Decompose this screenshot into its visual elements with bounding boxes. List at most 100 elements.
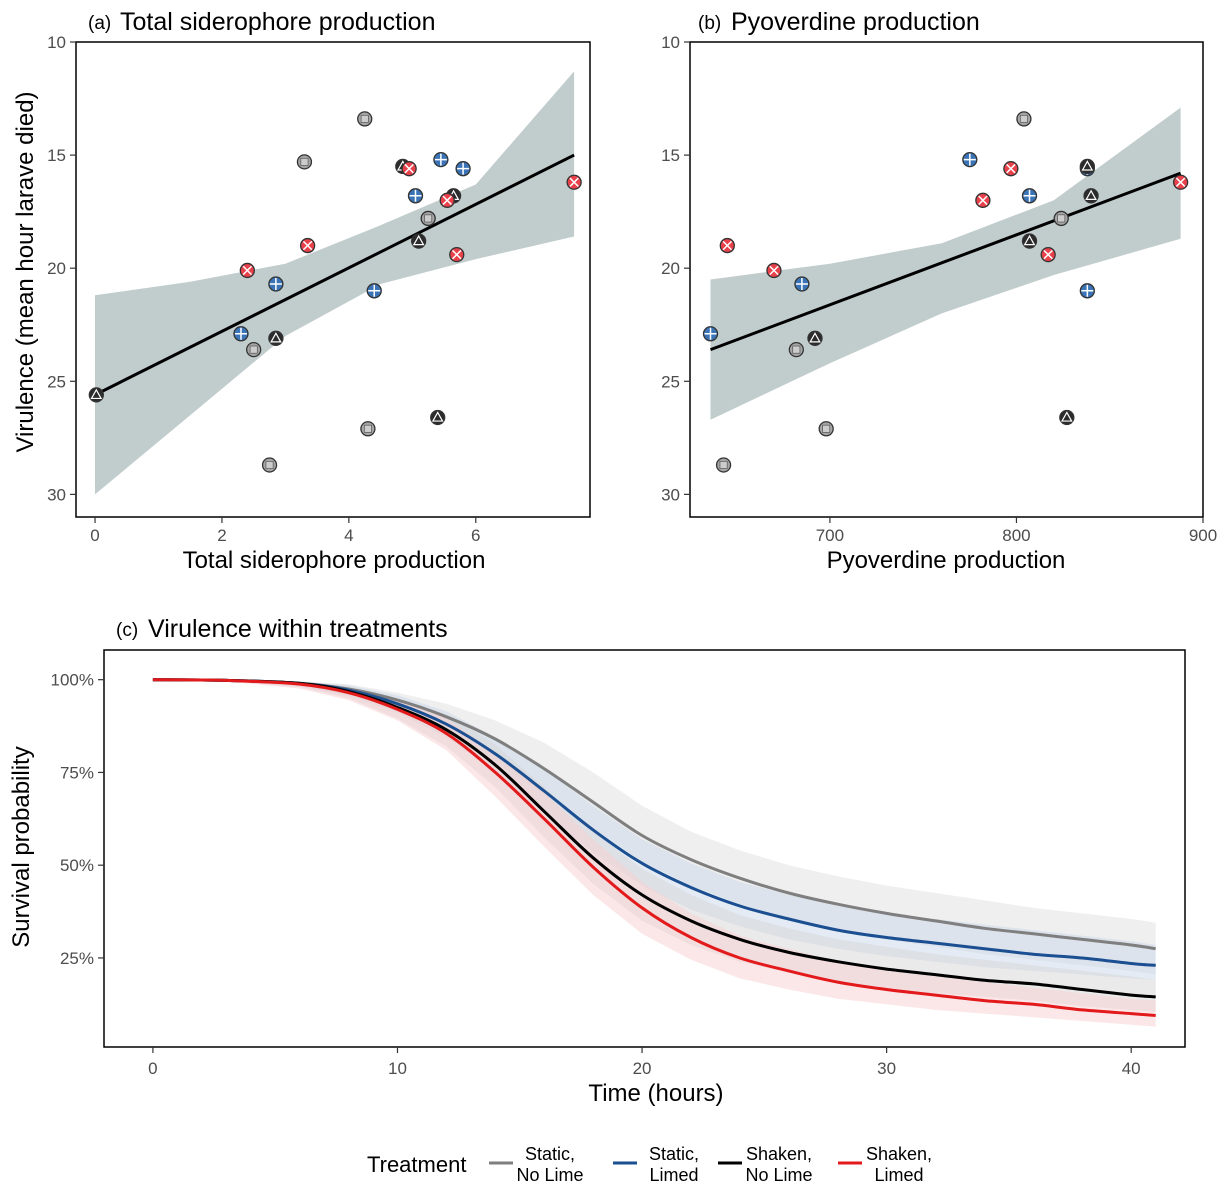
panel-c-x-tick-label: 30 [877,1059,896,1078]
panel-b-point-g0-4-square-glyph [1057,214,1066,223]
panel-b-confidence-band [710,107,1181,420]
panel-b-point-g3-0 [719,237,735,254]
panel-c-plot-area: 0 10 20 30 40 25% 50% 75% 100% [51,649,1186,1078]
panel-a-fit-line [94,153,575,397]
panel-b-point-g3-2-x-glyph [978,195,988,206]
panel-a-point-g1-0 [233,326,249,342]
panel-b-x-tick-label: 800 [1002,526,1030,545]
panel-a-point-g0-3 [360,421,376,437]
panel-a: (a) Total siderophore production Total s… [12,8,591,574]
panel-c-title: Virulence within treatments [148,615,448,643]
panel-a-point-g1-1 [268,276,284,292]
panel-c-y-tick-label: 75% [60,763,94,782]
panel-c-y-tick-label: 50% [60,856,94,875]
panel-b-point-g1-1-plus-glyph [795,278,808,291]
panel-a-point-g0-2-square-glyph [360,114,369,123]
panel-b-point-g2-0 [807,330,823,346]
panel-b-point-g1-3 [1021,188,1038,204]
panel-b-point-g2-3 [1079,158,1095,175]
panel-b-point-g0-2-square-glyph [822,424,831,433]
panel-a-point-g3-0 [239,262,255,279]
panel-c-x-tick-label: 40 [1122,1059,1141,1078]
panel-c-series-line-1 [152,678,1156,967]
panel-a-y-axis-label: Virulence (mean hour larave died) [12,91,39,452]
panel-c-frame [103,649,1186,1048]
panel-b-point-g2-1-triangle-glyph [1023,234,1036,246]
panel-a-point-g3-5 [566,174,582,190]
panel-a-point-g3-3 [439,192,455,208]
panel-b-point-g2-3-triangle-glyph [1081,160,1094,171]
panel-b-point-g1-1 [794,276,810,292]
panel-a-x-tick-label: 6 [471,526,480,545]
panel-a-point-g3-4-x-glyph [452,249,462,260]
panel-b-point-g3-3-x-glyph [1006,163,1016,174]
panel-b-point-g1-2 [962,151,978,168]
panel-a-point-g1-4 [433,151,449,168]
legend-label-3-line2: Limed [874,1165,923,1184]
panel-b-point-g1-3-plus-glyph [1023,189,1036,202]
panel-a-tag: (a) [88,13,111,34]
panel-a-plot-area: 0 2 4 6 10 15 20 25 30 [47,33,591,545]
panel-a-point-g1-2-plus-glyph [368,284,381,297]
panel-a-x-tick-label: 0 [90,526,99,545]
legend-label-1-line2: Limed [649,1165,698,1184]
panel-c-x-tick-label: 20 [633,1059,652,1078]
panel-a-point-g1-4-plus-glyph [434,153,447,166]
panel-b-point-g3-0-x-glyph [722,240,733,251]
panel-b-y-tick-label: 10 [661,33,680,52]
panel-c-band-0 [152,679,1156,975]
panel-b-point-g3-4-x-glyph [1043,249,1053,260]
panel-b-point-g2-1 [1021,233,1038,249]
panel-c-y-axis-label: Survival probability [8,746,35,947]
panel-b-point-g2-2-triangle-glyph [1060,411,1073,422]
panel-a-x-axis-label: Total siderophore production [183,547,486,574]
panel-c-x-axis-label: Time (hours) [588,1080,723,1107]
panel-b-point-g1-2-plus-glyph [963,153,976,166]
panel-c-tag: (c) [116,620,138,641]
panel-a-point-g1-5-plus-glyph [457,162,470,175]
panel-a-point-g3-5-x-glyph [569,177,579,187]
panel-a-y-tick-label: 10 [47,33,66,52]
panel-a-point-g2-0-triangle-glyph [90,388,103,400]
panel-a-point-g1-1-plus-glyph [269,278,282,291]
panel-a-frame [75,41,591,518]
panel-b-point-g0-1 [788,341,804,358]
legend-title: Treatment [367,1152,466,1177]
panel-a-point-g0-5-square-glyph [424,214,433,223]
panel-b-x-tick-label: 900 [1189,526,1217,545]
panel-a-y-tick-label: 15 [47,146,66,165]
legend-label-2-line1: Shaken, [746,1144,812,1164]
panel-c-y-tick-label: 100% [51,671,94,690]
panel-b-point-g3-3 [1003,161,1019,177]
panel-a-point-g2-0 [88,387,104,403]
panel-a-point-g1-5 [455,161,471,177]
panel-b: (b) Pyoverdine production Pyoverdine pro… [661,8,1217,574]
panel-a-point-g3-2 [401,161,417,177]
panel-a-point-g0-3-square-glyph [363,424,372,433]
panel-a-y-tick-label: 25 [47,372,66,391]
panel-a-point-g3-0-x-glyph [242,265,253,276]
panel-b-point-g0-2 [818,421,834,437]
panel-b-point-g1-0-plus-glyph [704,327,717,340]
panel-b-point-g2-2 [1059,409,1075,426]
panel-a-point-g2-3-triangle-glyph [412,234,425,246]
panel-b-point-g3-5 [1172,174,1189,190]
panel-a-point-g2-4 [430,409,446,426]
panel-b-point-g0-1-square-glyph [792,345,801,354]
panel-b-point-g3-4 [1040,246,1056,263]
panel-a-point-g1-2 [366,283,382,299]
panel-b-point-g0-3 [1016,111,1032,127]
panel-c-band-2 [152,679,1156,1012]
panel-a-x-tick-label: 2 [217,526,226,545]
panel-b-point-g1-0 [702,326,719,342]
panel-b-point-g3-2 [975,192,991,208]
panel-a-point-g1-0-plus-glyph [234,327,247,340]
panel-b-point-g2-4-triangle-glyph [1085,189,1097,201]
panel-a-point-g0-1 [296,154,313,170]
panel-b-y-tick-label: 20 [661,259,680,278]
panel-a-point-g3-1 [299,237,316,254]
panel-a-point-g2-1-triangle-glyph [270,332,282,343]
panel-b-point-g1-4-plus-glyph [1081,284,1094,297]
panel-a-x-tick-label: 4 [344,526,353,545]
